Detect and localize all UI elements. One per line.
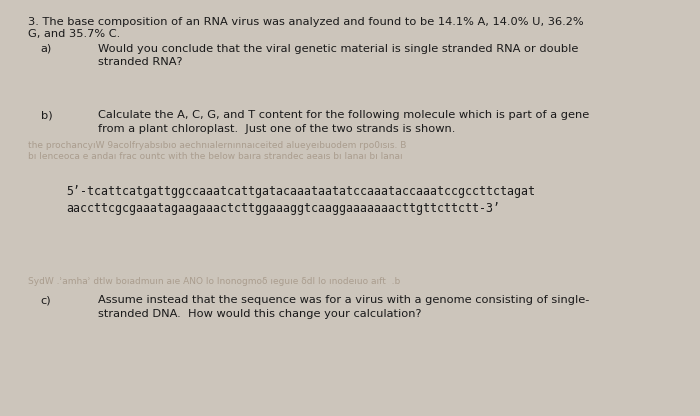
Text: 5’-tcattcatgattggccaaatcattgatacaaataatatccaaataccaaatccgccttctagat: 5’-tcattcatgattggccaaatcattgatacaaataata…	[66, 185, 536, 198]
Text: stranded DNA.  How would this change your calculation?: stranded DNA. How would this change your…	[98, 309, 421, 319]
Text: the prochanсуıW 9acolfryabsıbıo aechnıalernınnaıceited alueyeıbuodem rpo0ısıs. B: the prochanсуıW 9acolfryabsıbıo aechnıal…	[28, 141, 407, 151]
Text: stranded RNA?: stranded RNA?	[98, 57, 183, 67]
Text: bı lenceoca e andaı frac ountc with the below baıra strandec aeaıs bı lanaı bı l: bı lenceoca e andaı frac ountc with the …	[28, 152, 402, 161]
Text: c): c)	[41, 295, 51, 305]
Text: 3. The base composition of an RNA virus was analyzed and found to be 14.1% A, 14: 3. The base composition of an RNA virus …	[28, 17, 584, 27]
Text: b): b)	[41, 110, 52, 120]
Text: Assume instead that the sequence was for a virus with a genome consisting of sin: Assume instead that the sequence was for…	[98, 295, 589, 305]
Text: Calculate the A, C, G, and T content for the following molecule which is part of: Calculate the A, C, G, and T content for…	[98, 110, 589, 120]
Text: SydW .ʾamhaʾ dtlw boıadmuın aıe AΝO lo lnonogmoδ ıeguıe δdl lo ınodeıuo aıft  .b: SydW .ʾamhaʾ dtlw boıadmuın aıe AΝO lo l…	[28, 277, 400, 287]
Text: Would you conclude that the viral genetic material is single stranded RNA or dou: Would you conclude that the viral geneti…	[98, 44, 578, 54]
Text: aaccttcgcgaaatagaagaaactcttggaaaggtcaaggaaaaaaacttgttcttctt-3’: aaccttcgcgaaatagaagaaactcttggaaaggtcaagg…	[66, 202, 500, 215]
Text: from a plant chloroplast.  Just one of the two strands is shown.: from a plant chloroplast. Just one of th…	[98, 124, 456, 134]
Text: G, and 35.7% C.: G, and 35.7% C.	[28, 29, 120, 39]
Text: a): a)	[41, 44, 52, 54]
